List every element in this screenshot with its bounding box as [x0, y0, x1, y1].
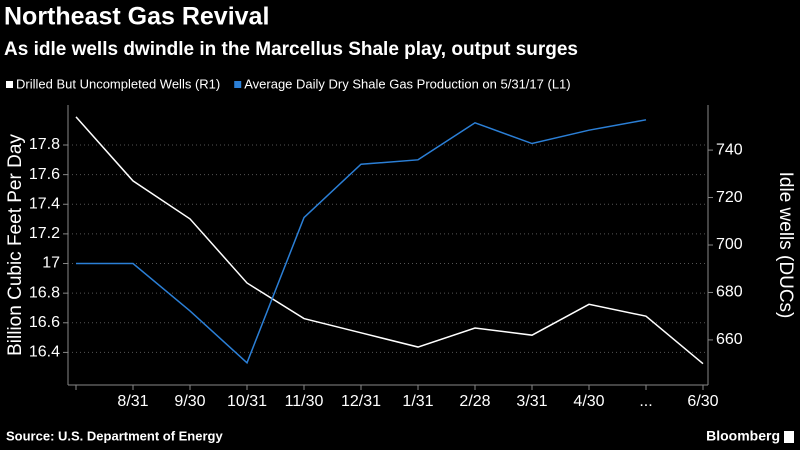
x-tick-label: 1/31 [402, 393, 433, 410]
x-tick-label: ... [639, 393, 652, 410]
legend-label: Average Daily Dry Shale Gas Production o… [244, 76, 570, 91]
brand-mark [784, 431, 794, 443]
x-tick-label: 8/31 [117, 393, 148, 410]
legend-swatch [234, 81, 242, 88]
y2-tick-label: 660 [716, 331, 743, 348]
x-tick-label: 4/30 [573, 393, 604, 410]
y-tick-label: 17.8 [29, 136, 60, 153]
source: Source: U.S. Department of Energy [6, 428, 223, 443]
x-tick-label: 3/31 [516, 393, 547, 410]
legend-label: Drilled But Uncompleted Wells (R1) [16, 76, 220, 91]
y2-tick-label: 720 [716, 189, 743, 206]
y2-axis-title: Idle wells (DUCs) [775, 172, 796, 319]
y-tick-label: 17.4 [29, 195, 60, 212]
y-tick-label: 17 [42, 255, 60, 272]
y-tick-label: 17.6 [29, 166, 60, 183]
x-tick-label: 9/30 [174, 393, 205, 410]
x-tick-label: 2/28 [459, 393, 490, 410]
x-tick-label: 10/31 [227, 393, 267, 410]
x-tick-label: 6/30 [687, 393, 718, 410]
series-line [75, 116, 704, 365]
x-tick-label: 12/31 [341, 393, 381, 410]
y-tick-label: 16.6 [29, 314, 60, 331]
y-tick-label: 16.4 [29, 344, 60, 361]
x-tick-label: 11/30 [285, 393, 324, 410]
brand: Bloomberg [706, 428, 780, 444]
series-line [76, 119, 647, 365]
chart-title: Northeast Gas Revival [4, 3, 269, 31]
y2-tick-label: 740 [716, 141, 743, 158]
y2-tick-label: 680 [716, 284, 743, 301]
y-axis-title: Billion Cubic Feet Per Day [5, 134, 26, 356]
y-tick-label: 17.2 [29, 225, 60, 242]
chart-subtitle: As idle wells dwindle in the Marcellus S… [4, 39, 578, 60]
y-tick-label: 16.8 [29, 284, 60, 301]
y2-tick-label: 700 [716, 236, 743, 253]
legend-swatch [6, 81, 13, 88]
